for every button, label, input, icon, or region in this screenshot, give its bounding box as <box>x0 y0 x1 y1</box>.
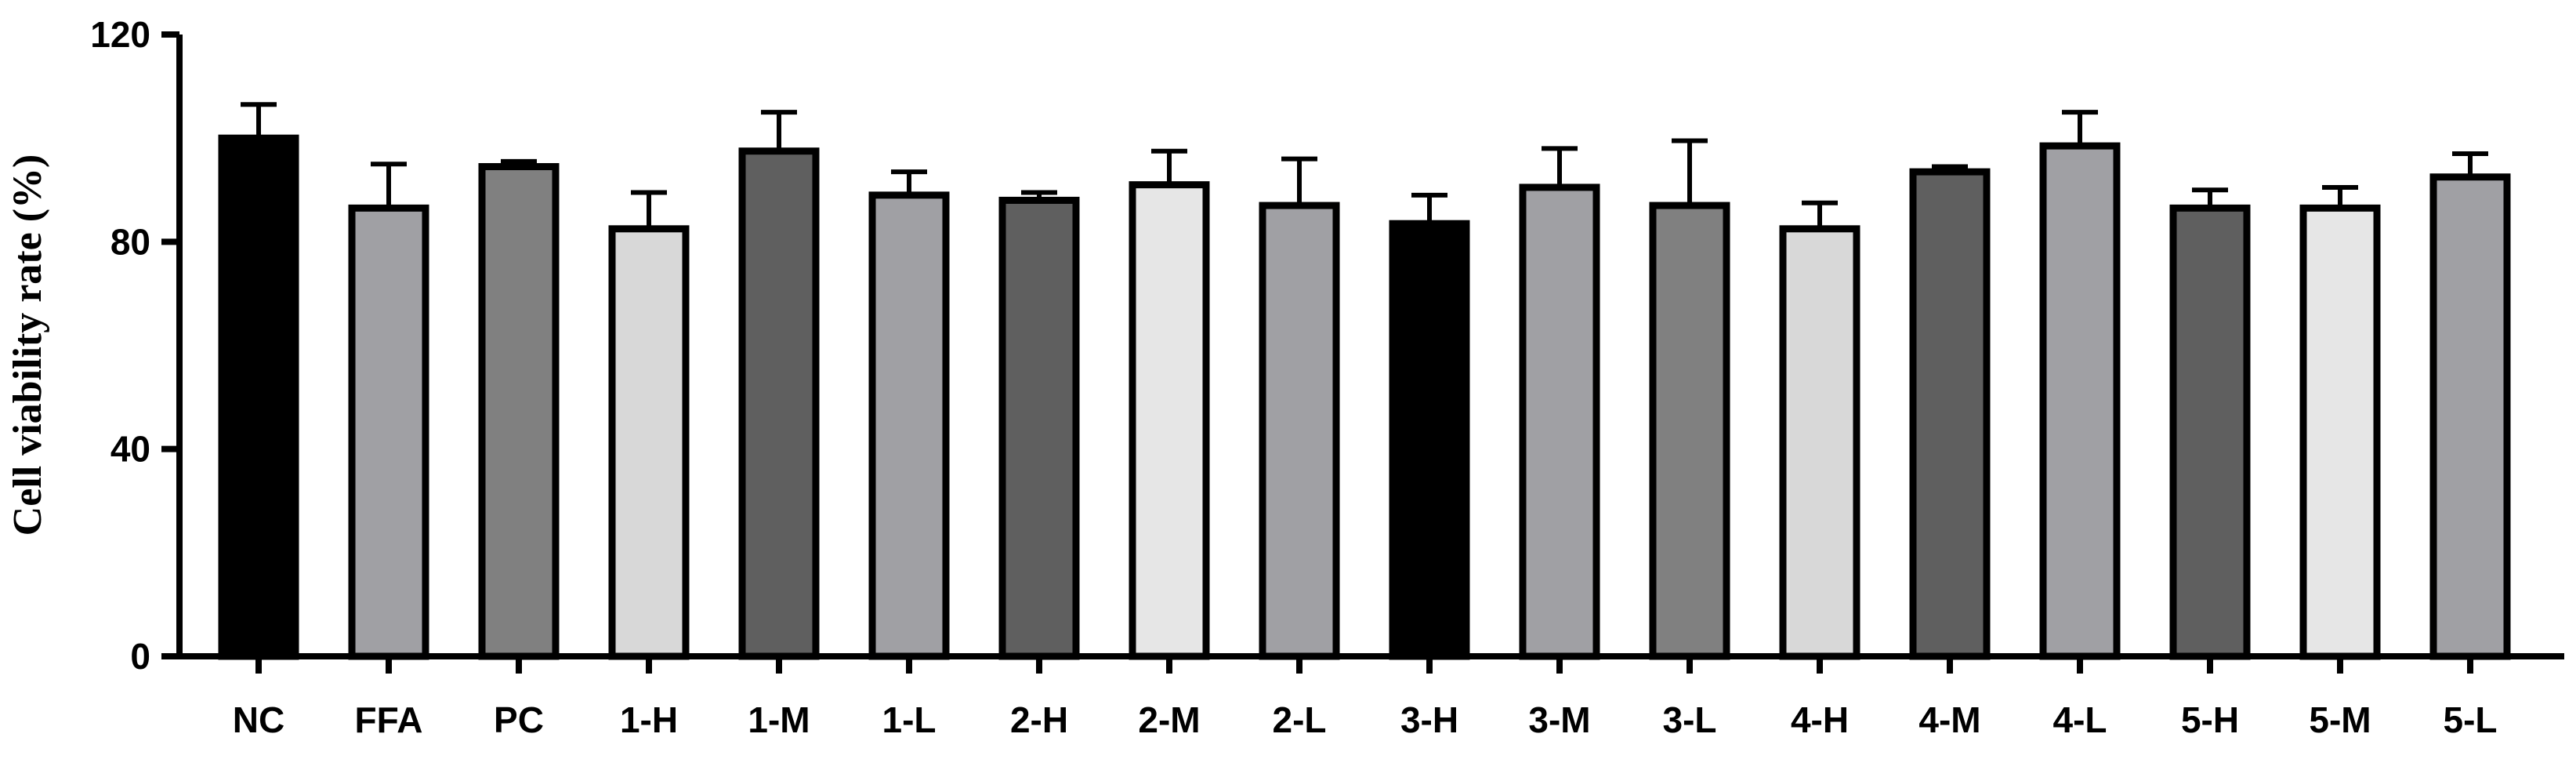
x-tick-label-4-H: 4-H <box>1791 699 1849 740</box>
bars <box>218 102 2511 660</box>
bar-5-M <box>2299 204 2381 660</box>
x-tick-label-2-H: 2-H <box>1010 699 1068 740</box>
x-tick-label-5-H: 5-H <box>2181 699 2239 740</box>
bar-PC <box>478 163 560 660</box>
bar-NC <box>218 134 299 660</box>
x-tick-label-2-M: 2-M <box>1138 699 1200 740</box>
y-axis-title: Cell viability rate (%) <box>5 154 50 536</box>
x-tick-label-FFA: FFA <box>355 699 423 740</box>
x-tick-label-5-M: 5-M <box>2309 699 2371 740</box>
bar-2-H <box>998 196 1080 660</box>
x-tick-label-4-M: 4-M <box>1918 699 1980 740</box>
y-ticks: 0 40 80 120 <box>90 14 179 677</box>
bar-3-H <box>1389 220 1470 660</box>
x-tick-label-3-H: 3-H <box>1400 699 1458 740</box>
bar-2-M <box>1129 181 1210 660</box>
x-tick-label-1-M: 1-M <box>748 699 810 740</box>
x-tick-label-3-M: 3-M <box>1528 699 1590 740</box>
y-tick-label: 80 <box>111 221 150 262</box>
x-ticks: NC FFA PC 1-H 1-M 1-L 2-H 2-M 2-L 3-H 3-M 3-L 4-H 4-M… <box>233 656 2498 740</box>
x-tick-label-NC: NC <box>233 699 284 740</box>
bar-3-M <box>1519 183 1600 660</box>
x-tick-label-5-L: 5-L <box>2444 699 2498 740</box>
bar-5-L <box>2429 173 2511 660</box>
y-tick-label: 40 <box>111 429 150 470</box>
bar-5-H <box>2169 204 2251 660</box>
bar-1-M <box>738 147 820 660</box>
bar-1-L <box>868 191 950 660</box>
bar-4-H <box>1779 225 1860 660</box>
bar-1-H <box>608 225 690 660</box>
x-tick-label-4-L: 4-L <box>2053 699 2107 740</box>
axes <box>176 35 2564 659</box>
y-tick-label: 120 <box>90 14 150 55</box>
bar-4-L <box>2039 142 2121 660</box>
bar-FFA <box>348 204 429 660</box>
bar-3-L <box>1649 202 1730 660</box>
x-tick-label-1-H: 1-H <box>620 699 678 740</box>
x-tick-label-PC: PC <box>494 699 544 740</box>
y-tick-label: 0 <box>130 636 150 677</box>
bar-4-M <box>1909 168 1991 660</box>
x-tick-label-3-L: 3-L <box>1663 699 1717 740</box>
x-tick-label-1-L: 1-L <box>882 699 937 740</box>
x-tick-label-2-L: 2-L <box>1273 699 1327 740</box>
bar-2-L <box>1259 202 1340 660</box>
